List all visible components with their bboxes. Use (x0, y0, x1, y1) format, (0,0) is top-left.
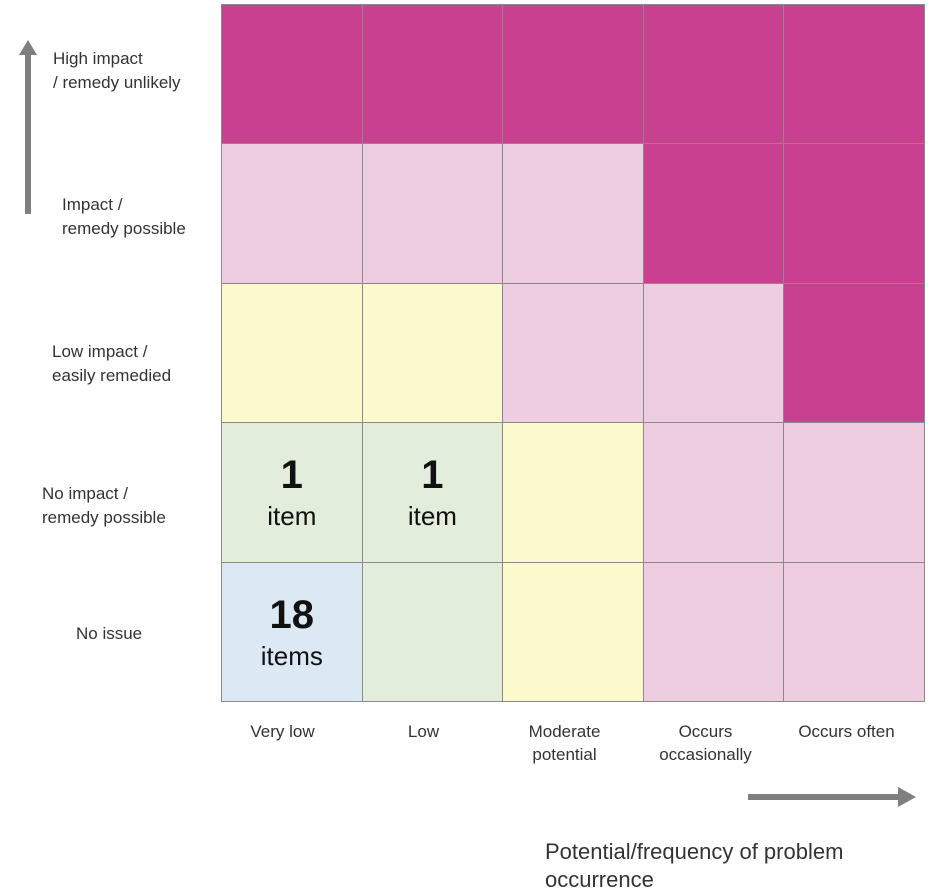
row-label-no-impact-line2: remedy possible (42, 508, 166, 527)
row-label-high-impact: High impact / remedy unlikely (53, 47, 181, 95)
matrix-cell-r3-c2 (503, 423, 644, 563)
row-label-no-issue: No issue (76, 622, 142, 646)
row-label-no-impact-line1: No impact / (42, 484, 128, 503)
matrix-cell-r3-c4 (784, 423, 925, 563)
column-label-very-low: Very low (212, 720, 353, 743)
matrix-cell-r3-c1: 1 item (362, 423, 504, 563)
x-arrow-head (898, 787, 916, 807)
item-count: 1 (280, 453, 303, 498)
matrix-cell-r4-c3 (643, 562, 785, 702)
x-axis-arrow-right-icon (748, 787, 916, 807)
column-label-occurs-often: Occurs often (776, 720, 917, 743)
item-unit-label: item (407, 501, 457, 532)
matrix-cell-r2-c0 (222, 283, 363, 424)
column-label-occurs-often-line1: Occurs often (798, 722, 895, 741)
x-arrow-shaft (748, 794, 900, 800)
matrix-cell-r4-c0: 18 items (222, 562, 363, 702)
matrix-cell-r4-c2 (503, 562, 644, 702)
matrix-cell-r3-c3 (643, 423, 785, 563)
matrix-cell-r1-c4 (784, 144, 925, 284)
row-label-low-impact-line1: Low impact / (52, 342, 148, 361)
matrix-cell-r0-c1 (362, 5, 504, 145)
column-label-very-low-line1: Very low (250, 722, 315, 741)
matrix-cell-r4-c4 (784, 562, 925, 702)
matrix-cell-r1-c2 (503, 144, 644, 284)
matrix-cell-r2-c3 (643, 283, 785, 424)
column-label-occurs-occasionally: Occurs occasionally (635, 720, 776, 766)
row-label-low-impact: Low impact / easily remedied (52, 340, 171, 388)
row-label-impact: Impact / remedy possible (62, 193, 186, 241)
matrix-cell-r2-c4 (784, 283, 925, 424)
matrix-cell-r0-c3 (643, 5, 785, 145)
column-label-moderate-line2: potential (532, 745, 597, 764)
matrix-cell-r0-c0 (222, 5, 363, 145)
matrix-cell-r1-c1 (362, 144, 504, 284)
matrix-cell-r1-c0 (222, 144, 363, 284)
item-count: 1 (421, 453, 444, 498)
row-label-no-issue-line1: No issue (76, 624, 143, 643)
item-count: 18 (269, 592, 315, 637)
row-label-no-impact: No impact / remedy possible (42, 482, 166, 530)
y-axis-arrow-up-icon (19, 40, 37, 214)
column-label-low-line1: Low (407, 722, 440, 741)
matrix-cell-r2-c2 (503, 283, 644, 424)
row-label-low-impact-line2: easily remedied (52, 366, 172, 385)
item-unit-label: item (267, 501, 317, 532)
y-arrow-head (19, 40, 37, 55)
column-label-moderate-line1: Moderate (528, 722, 601, 741)
column-label-moderate-potential: Moderate potential (494, 720, 635, 766)
matrix-cell-r3-c0: 1 item (222, 423, 363, 563)
risk-matrix: 1 item 1 item 18 items (221, 4, 925, 702)
row-label-impact-line1: Impact / (62, 195, 123, 214)
matrix-cell-r0-c4 (784, 5, 925, 145)
matrix-cell-r1-c3 (643, 144, 785, 284)
matrix-cell-r4-c1 (362, 562, 504, 702)
row-label-impact-line2: remedy possible (62, 219, 186, 238)
y-arrow-shaft (25, 54, 31, 214)
matrix-cell-r0-c2 (503, 5, 644, 145)
matrix-cell-r2-c1 (362, 283, 504, 424)
x-axis-title: Potential/frequency of problem occurrenc… (545, 839, 844, 892)
column-label-low: Low (353, 720, 494, 743)
column-label-occasionally-line2: occasionally (659, 745, 752, 764)
row-label-high-impact-line2: / remedy unlikely (53, 73, 181, 92)
item-unit-label: items (260, 640, 323, 671)
column-label-occasionally-line1: Occurs (678, 722, 733, 741)
row-label-high-impact-line1: High impact (53, 49, 143, 68)
